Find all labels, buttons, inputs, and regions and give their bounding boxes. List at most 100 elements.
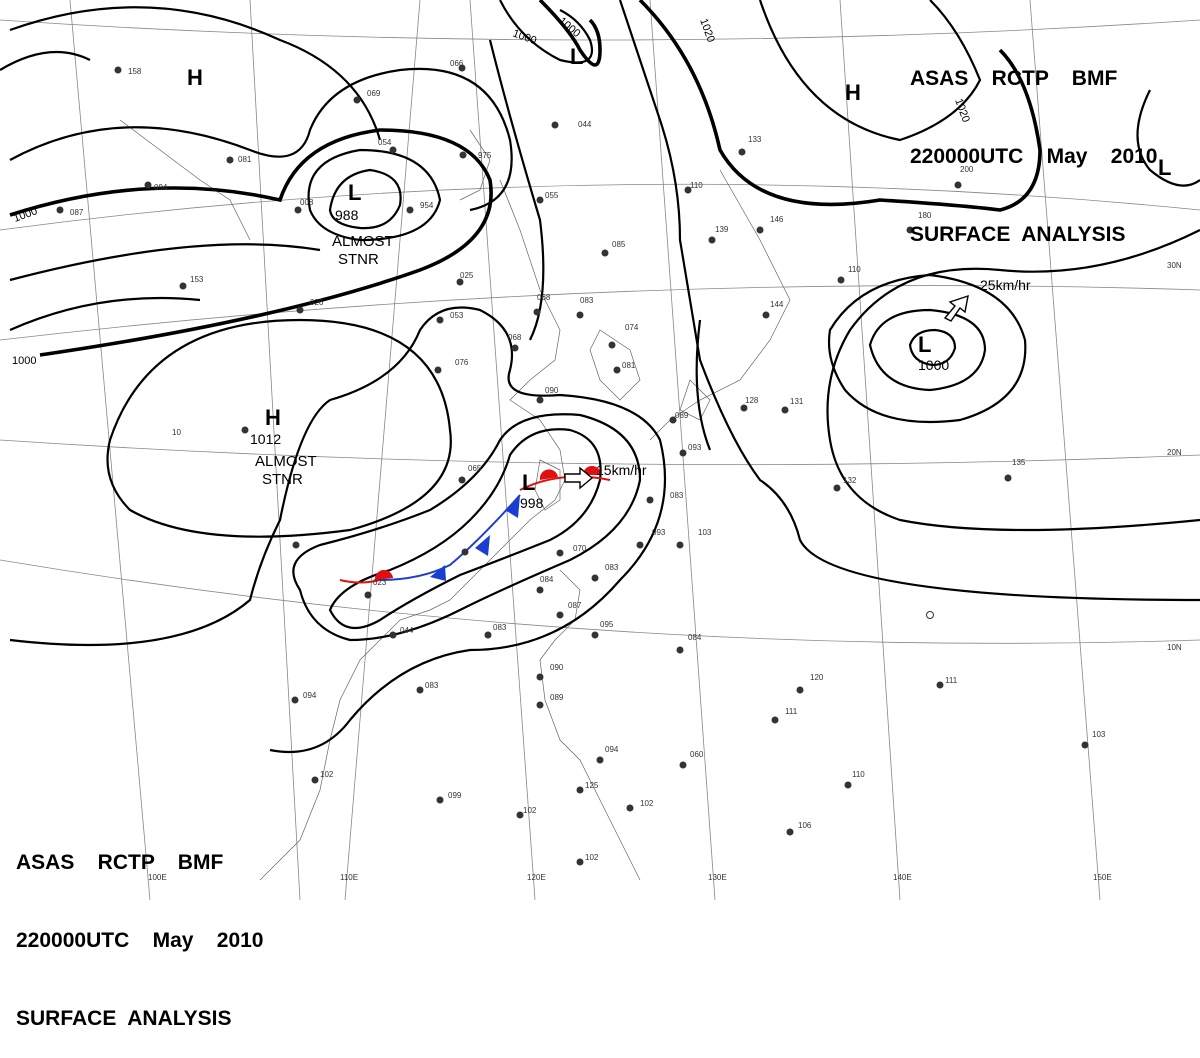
- warm-front-marker: [374, 569, 393, 580]
- header-top-line2: 220000UTC May 2010: [910, 145, 1158, 168]
- svg-text:090: 090: [545, 386, 559, 395]
- svg-text:102: 102: [523, 806, 537, 815]
- svg-text:087: 087: [70, 208, 84, 217]
- surface-analysis-map: 158 069 066 044 054 975 081 094 087 008 …: [0, 0, 1200, 900]
- svg-text:158: 158: [128, 67, 142, 76]
- lat-label: 20N: [1167, 448, 1182, 457]
- low-center-east-value: 1000: [918, 357, 949, 373]
- svg-text:090: 090: [550, 663, 564, 672]
- svg-text:135: 135: [1012, 458, 1026, 467]
- motion-label-east-low: 25km/hr: [980, 277, 1031, 293]
- lon-label: 110E: [340, 873, 358, 882]
- header-bottom-line1: ASAS RCTP BMF: [16, 851, 224, 874]
- high-center-sw-value: 1012: [250, 431, 281, 447]
- svg-text:128: 128: [745, 396, 759, 405]
- header-bottom: ASAS RCTP BMF 220000UTC May 2010 SURFACE…: [16, 798, 263, 1058]
- low-center-north-value: 988: [335, 207, 359, 223]
- high-center-sw-note: ALMOST STNR: [255, 453, 321, 488]
- warm-front-marker: [539, 469, 558, 480]
- svg-text:093: 093: [688, 443, 702, 452]
- svg-text:111: 111: [785, 707, 798, 716]
- lat-label: 10N: [1167, 643, 1182, 652]
- svg-text:083: 083: [493, 623, 507, 632]
- svg-text:070: 070: [573, 544, 587, 553]
- low-center-front-value: 998: [520, 495, 544, 511]
- high-center-ne: H: [845, 80, 861, 105]
- latitude-labels: 30N 20N 10N: [1167, 261, 1182, 652]
- svg-text:083: 083: [605, 563, 619, 572]
- svg-text:087: 087: [568, 601, 582, 610]
- svg-text:131: 131: [790, 397, 804, 406]
- svg-text:068: 068: [537, 293, 551, 302]
- svg-text:094: 094: [605, 745, 619, 754]
- warm-front-west: [339, 579, 381, 584]
- svg-text:065: 065: [468, 464, 482, 473]
- pressure-centers: H H 1012 ALMOST STNR H L 988 ALMOST STNR…: [187, 44, 1171, 511]
- svg-text:053: 053: [450, 311, 464, 320]
- svg-text:076: 076: [455, 358, 469, 367]
- cold-front: [379, 494, 521, 581]
- low-center-front: L: [522, 470, 535, 495]
- svg-text:10: 10: [172, 428, 181, 437]
- svg-text:144: 144: [770, 300, 784, 309]
- svg-text:068: 068: [508, 333, 522, 342]
- svg-text:044: 044: [400, 626, 414, 635]
- svg-text:060: 060: [690, 750, 704, 759]
- svg-text:102: 102: [320, 770, 334, 779]
- svg-text:055: 055: [545, 191, 559, 200]
- svg-text:084: 084: [540, 575, 554, 584]
- svg-text:200: 200: [960, 165, 974, 174]
- svg-text:026: 026: [310, 298, 324, 307]
- cold-front-marker: [505, 495, 520, 518]
- low-center-east: L: [918, 332, 931, 357]
- svg-text:110: 110: [852, 770, 865, 779]
- low-center-north: L: [348, 180, 361, 205]
- svg-text:120: 120: [810, 673, 824, 682]
- lat-label: 30N: [1167, 261, 1182, 270]
- svg-text:083: 083: [580, 296, 594, 305]
- svg-text:089: 089: [675, 411, 689, 420]
- svg-text:102: 102: [640, 799, 654, 808]
- svg-text:139: 139: [715, 225, 729, 234]
- lon-label: 150E: [1093, 873, 1112, 882]
- header-bottom-line3: SURFACE ANALYSIS: [16, 1007, 232, 1030]
- svg-text:094: 094: [303, 691, 317, 700]
- svg-text:094: 094: [154, 183, 168, 192]
- header-top-line1: ASAS RCTP BMF: [910, 67, 1118, 90]
- svg-text:102: 102: [585, 853, 599, 862]
- svg-text:074: 074: [625, 323, 639, 332]
- motion-label-front-low: 15km/hr: [596, 462, 647, 478]
- high-center-sw: H: [265, 405, 281, 430]
- low-center-top: L: [570, 44, 583, 69]
- lon-label: 130E: [708, 873, 727, 882]
- isobar-label: 1000: [12, 355, 36, 367]
- low-center-north-note: ALMOST STNR: [332, 233, 398, 268]
- motion-arrow-ne-low: [943, 294, 969, 322]
- svg-text:083: 083: [425, 681, 439, 690]
- svg-text:180: 180: [918, 211, 932, 220]
- station-plots: 158 069 066 044 054 975 081 094 087 008 …: [56, 59, 1106, 866]
- svg-text:095: 095: [600, 620, 614, 629]
- lon-label: 140E: [893, 873, 912, 882]
- svg-text:081: 081: [238, 155, 252, 164]
- lon-label: 100E: [148, 873, 167, 882]
- svg-text:044: 044: [578, 120, 592, 129]
- svg-text:106: 106: [798, 821, 812, 830]
- cold-front-marker: [475, 535, 490, 556]
- lon-label: 120E: [527, 873, 546, 882]
- svg-text:089: 089: [550, 693, 564, 702]
- cold-front-marker: [430, 565, 446, 581]
- svg-text:153: 153: [190, 275, 204, 284]
- svg-text:954: 954: [420, 201, 434, 210]
- svg-text:084: 084: [688, 633, 702, 642]
- svg-text:085: 085: [612, 240, 626, 249]
- header-top: ASAS RCTP BMF 220000UTC May 2010 SURFACE…: [910, 14, 1157, 274]
- svg-text:111: 111: [945, 676, 958, 685]
- frontal-system: [339, 294, 969, 584]
- coastlines: [119, 119, 791, 881]
- svg-text:125: 125: [585, 781, 599, 790]
- motion-arrow-east-low: [564, 466, 594, 490]
- warm-front-marker: [583, 466, 601, 475]
- svg-text:103: 103: [698, 528, 712, 537]
- svg-text:093: 093: [652, 528, 666, 537]
